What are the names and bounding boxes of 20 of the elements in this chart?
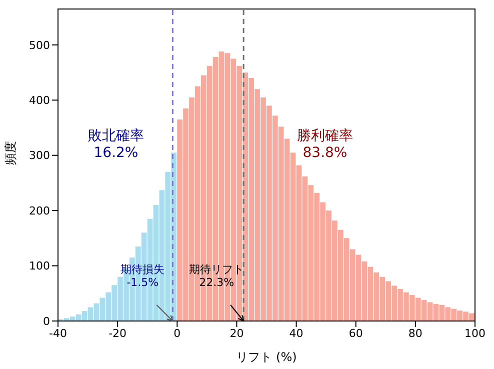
x-tick-label: 100 bbox=[464, 326, 486, 340]
x-tick-label: 0 bbox=[174, 326, 181, 340]
y-tick-label: 400 bbox=[29, 94, 50, 108]
y-tick-label: 200 bbox=[29, 204, 50, 218]
x-tick-label: 20 bbox=[230, 326, 244, 340]
y-tick-label: 0 bbox=[43, 314, 50, 328]
x-tick-label: -20 bbox=[108, 326, 127, 340]
x-tick-label: 60 bbox=[348, 326, 363, 340]
y-tick-label: 500 bbox=[29, 38, 50, 52]
annotation: 期待リフト 22.3% bbox=[189, 263, 244, 290]
annotation: 敗北確率 16.2% bbox=[88, 128, 144, 161]
y-tick-label: 300 bbox=[29, 149, 50, 162]
x-tick-label: 80 bbox=[408, 326, 422, 340]
x-tick-label: -40 bbox=[49, 326, 67, 340]
x-axis-title: リフト (%) bbox=[236, 350, 297, 364]
y-tick-label: 100 bbox=[29, 260, 50, 273]
annotation: 勝利確率 83.8% bbox=[297, 128, 353, 161]
annotation: 期待損失 -1.5% bbox=[120, 263, 165, 290]
y-axis-title: 頻度 bbox=[3, 141, 18, 165]
x-tick-label: 40 bbox=[289, 326, 304, 340]
